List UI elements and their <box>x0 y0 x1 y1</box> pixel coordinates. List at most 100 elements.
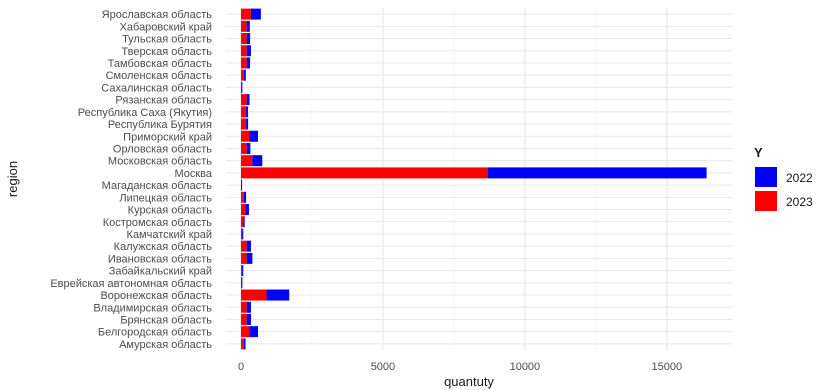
bar-2022 <box>249 326 259 338</box>
y-tick-label: Тамбовская область <box>108 58 213 70</box>
bar-2022 <box>246 106 249 118</box>
y-tick-label: Ярославская область <box>102 9 213 21</box>
y-tick-label: Владимирская область <box>93 302 212 314</box>
bar-2023 <box>241 240 247 252</box>
y-tick-label: Орловская область <box>113 143 212 155</box>
bar-2023 <box>241 191 244 203</box>
bar-2023 <box>241 118 247 130</box>
y-tick-label: Приморский край <box>123 131 212 143</box>
y-tick-label: Магаданская область <box>102 180 213 192</box>
bar-2022 <box>266 289 290 301</box>
bar-2022 <box>250 8 261 20</box>
bar-2023 <box>241 69 244 81</box>
bar-2023 <box>241 81 242 93</box>
bar-2023 <box>241 106 247 118</box>
x-tick-label: 0 <box>238 361 244 373</box>
y-tick-label: Забайкальский край <box>109 266 212 278</box>
y-tick-label: Республика Бурятия <box>108 119 212 131</box>
y-tick-label: Москва <box>174 168 212 180</box>
bar-2022 <box>243 69 246 81</box>
legend-title: Y <box>754 145 763 160</box>
legend-label-2023: 2023 <box>786 195 813 209</box>
bar-2022 <box>246 33 251 45</box>
y-tick-label: Московская область <box>108 156 212 168</box>
y-tick-label: Сахалинская область <box>101 82 212 94</box>
bar-2023 <box>241 20 247 32</box>
bar-2023 <box>241 204 246 216</box>
bar-2023 <box>241 289 267 301</box>
y-tick-label: Смоленская область <box>106 70 213 82</box>
y-tick-label: Еврейская автономная область <box>50 278 212 290</box>
y-tick-label: Воронежская область <box>100 290 212 302</box>
bar-2023 <box>241 326 250 338</box>
bar-2023 <box>241 228 243 240</box>
bar-2023 <box>241 45 247 57</box>
x-tick-label: 15000 <box>652 361 683 373</box>
y-tick-label: Камчатский край <box>127 229 212 241</box>
y-tick-label: Курская область <box>128 205 213 217</box>
bar-2022 <box>246 45 251 57</box>
bar-2022 <box>246 118 249 130</box>
bar-2022 <box>246 240 251 252</box>
bar-2023 <box>241 155 253 167</box>
bar-2022 <box>246 252 253 264</box>
bar-2022 <box>246 301 251 313</box>
bar-2022 <box>252 155 263 167</box>
y-axis-title: region <box>5 161 20 197</box>
legend: Y 2022 2023 <box>754 145 813 211</box>
y-tick-label: Тульская область <box>122 34 212 46</box>
y-tick-label: Костромская область <box>103 217 213 229</box>
y-tick-label: Брянская область <box>120 314 212 326</box>
x-tick-label: 5000 <box>371 361 395 373</box>
bar-2023 <box>241 33 247 45</box>
bar-2023 <box>241 338 244 350</box>
y-tick-label: Липецкая область <box>119 192 212 204</box>
bar-2022 <box>246 20 250 32</box>
bar-2023 <box>241 216 244 228</box>
bar-2023 <box>241 142 247 154</box>
bar-2023 <box>241 8 251 20</box>
bars <box>241 8 707 350</box>
y-tick-label: Республика Саха (Якутия) <box>78 107 212 119</box>
bar-2022 <box>243 338 246 350</box>
bar-2022 <box>246 142 251 154</box>
y-tick-label: Белгородская область <box>98 327 212 339</box>
legend-swatch-2023 <box>755 191 777 211</box>
bar-2022 <box>246 57 251 69</box>
bar-2023 <box>241 252 247 264</box>
bar-2022 <box>242 265 244 277</box>
legend-swatch-2022 <box>755 167 777 187</box>
y-tick-label: Ивановская область <box>108 253 212 265</box>
bar-2022 <box>246 94 250 106</box>
bar-2023 <box>241 94 247 106</box>
y-tick-label: Тверская область <box>121 46 212 58</box>
bar-2022 <box>245 204 249 216</box>
bar-2022 <box>241 277 243 289</box>
x-axis-tick-labels: 0 5000 10000 15000 <box>238 361 682 373</box>
bar-2022 <box>487 167 707 179</box>
y-tick-label: Рязанская область <box>115 95 212 107</box>
bar-2023 <box>241 277 242 289</box>
y-tick-label: Калужская область <box>114 241 213 253</box>
grid <box>226 8 732 350</box>
bar-2023 <box>241 313 247 325</box>
bar-2022 <box>249 130 259 142</box>
x-axis-title: quantuty <box>444 374 494 389</box>
y-tick-label: Хабаровский край <box>120 21 212 33</box>
bar-2022 <box>243 216 245 228</box>
bar-2023 <box>241 301 247 313</box>
bar-2022 <box>241 179 243 191</box>
bar-2023 <box>241 167 488 179</box>
y-tick-label: Амурская область <box>119 339 212 351</box>
bar-2022 <box>242 228 244 240</box>
x-tick-label: 10000 <box>510 361 541 373</box>
bar-2022 <box>243 191 247 203</box>
legend-label-2022: 2022 <box>786 171 813 185</box>
bar-2023 <box>241 57 247 69</box>
bar-2023 <box>241 265 243 277</box>
bar-2022 <box>246 313 251 325</box>
bar-2022 <box>241 81 243 93</box>
bar-2023 <box>241 130 250 142</box>
